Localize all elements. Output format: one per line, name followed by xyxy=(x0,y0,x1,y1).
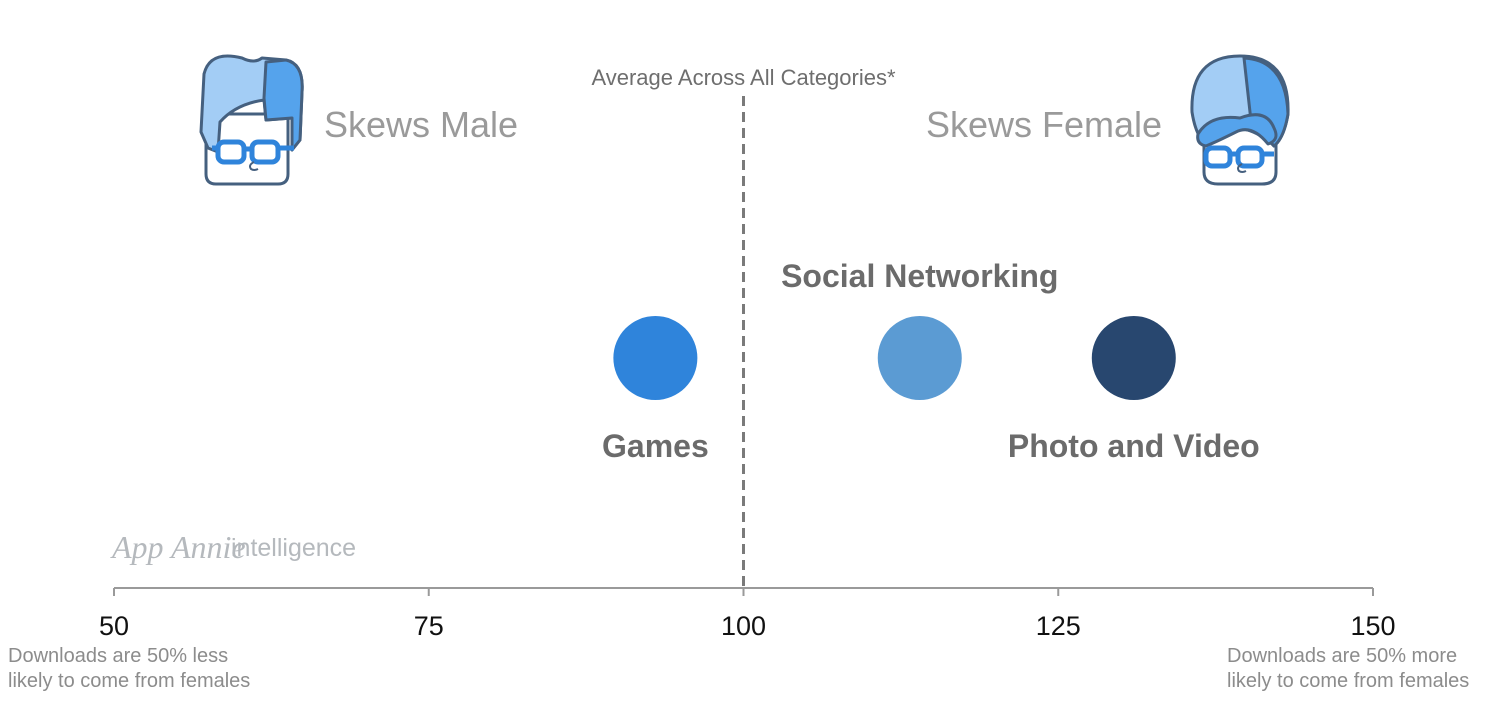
app-annie-logo: App Annie intelligence xyxy=(110,529,356,565)
right-note: Downloads are 50% more likely to come fr… xyxy=(1227,645,1469,692)
brand-suffix: intelligence xyxy=(231,534,356,562)
skews-female-label: Skews Female xyxy=(926,104,1162,145)
right-note-line-2: likely to come from females xyxy=(1227,670,1469,692)
x-axis-ticks: 50 75 100 125 150 xyxy=(99,588,1396,641)
point-social-networking xyxy=(877,316,962,400)
point-label-social-networking: Social Networking xyxy=(781,258,1058,294)
x-tick-label-125: 125 xyxy=(1036,611,1081,641)
female-avatar-icon xyxy=(1190,54,1290,186)
skews-male-label: Skews Male xyxy=(324,104,518,145)
left-note-line-1: Downloads are 50% less xyxy=(8,645,228,667)
point-label-games: Games xyxy=(602,428,709,464)
point-photo-and-video xyxy=(1091,316,1176,400)
left-note: Downloads are 50% less likely to come fr… xyxy=(8,645,250,692)
x-tick-label-75: 75 xyxy=(414,611,444,641)
x-tick-label-100: 100 xyxy=(721,611,766,641)
left-note-line-2: likely to come from females xyxy=(8,670,250,692)
x-tick-label-150: 150 xyxy=(1350,611,1395,641)
x-tick-label-50: 50 xyxy=(99,611,129,641)
male-avatar-icon xyxy=(199,54,304,186)
average-reference-label: Average Across All Categories* xyxy=(591,65,896,90)
point-label-photo-and-video: Photo and Video xyxy=(1008,428,1260,464)
right-note-line-1: Downloads are 50% more xyxy=(1227,645,1457,667)
brand-name: App Annie xyxy=(110,529,246,565)
point-games xyxy=(613,316,698,400)
